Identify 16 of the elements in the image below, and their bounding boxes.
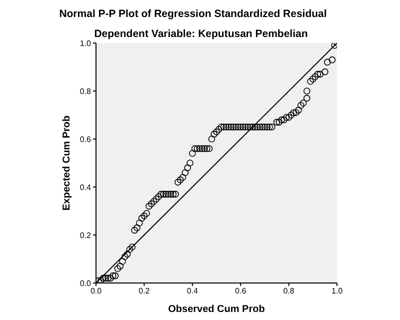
chart-subtitle: Dependent Variable: Keputusan Pembelian [93, 28, 309, 40]
y-axis-title: Expected Cum Prob [62, 115, 73, 211]
y-tick-label: 0.6 [80, 134, 92, 144]
x-tick-label: 0.6 [235, 286, 247, 296]
y-tick-label: 0.8 [80, 86, 92, 96]
x-tick-label: 0.0 [90, 286, 102, 296]
x-tick-label: 1.0 [331, 286, 344, 296]
chart-title: Normal P-P Plot of Regression Standardized Residual [58, 8, 328, 20]
x-tick-label: 0.8 [283, 286, 295, 296]
y-tick-label: 0.4 [80, 182, 92, 192]
x-tick-label: 0.4 [186, 286, 199, 296]
x-axis-title: Observed Cum Prob [168, 304, 265, 315]
x-tick-label: 0.2 [138, 286, 150, 296]
y-tick-label: 0.0 [80, 278, 92, 288]
y-tick-label: 1.0 [80, 38, 92, 48]
y-tick-label: 0.2 [80, 230, 92, 240]
